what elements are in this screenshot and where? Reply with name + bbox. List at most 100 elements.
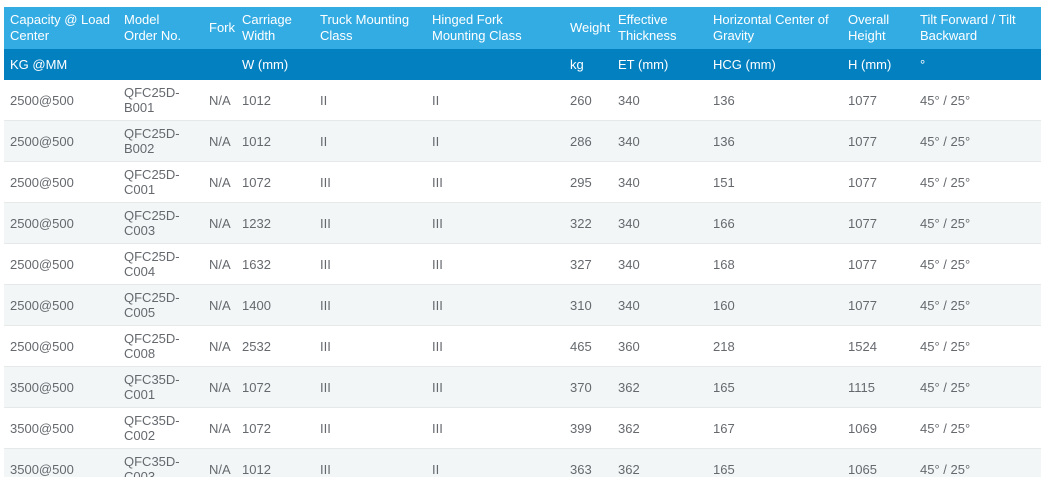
- table-cell: 160: [713, 297, 735, 313]
- table-cell: 1400: [242, 297, 271, 313]
- table-cell: 1012: [242, 461, 271, 477]
- table-cell: 165: [713, 461, 735, 477]
- table-cell: N/A: [209, 461, 231, 477]
- table-cell: 3500@500: [10, 420, 74, 436]
- table-cell: 1115: [848, 379, 875, 395]
- table-cell: 370: [570, 379, 592, 395]
- table-cell: II: [320, 133, 328, 149]
- table-cell: 2500@500: [10, 256, 74, 272]
- table-cell: N/A: [209, 256, 231, 272]
- table-cell: 340: [618, 92, 640, 108]
- table-cell: 1069: [848, 420, 877, 436]
- table-header: Capacity @ Load Center Model Order No. For…: [4, 7, 1041, 80]
- table-cell: N/A: [209, 379, 231, 395]
- table-cell: III: [432, 379, 443, 395]
- table-cell: III: [320, 256, 331, 272]
- table-row: 2500@500 QFC25D-C005 N/A 1400 III III 310 340 16…: [4, 284, 1041, 326]
- table-cell: III: [432, 297, 443, 313]
- table-cell: 45° / 25°: [920, 92, 971, 108]
- table-cell: 1072: [242, 379, 271, 395]
- table-cell: 45° / 25°: [920, 338, 971, 354]
- table-cell: 360: [618, 338, 640, 354]
- table-cell: 2500@500: [10, 92, 74, 108]
- table-cell: 362: [618, 461, 640, 477]
- table-cell: 166: [713, 215, 735, 231]
- table-row: 2500@500 QFC25D-C001 N/A 1072 III III 295 340 15…: [4, 161, 1041, 203]
- table-cell: 1077: [848, 92, 877, 108]
- table-cell: II: [432, 133, 440, 149]
- table-row: 3500@500 QFC35D-C002 N/A 1072 III III 399 362 16…: [4, 407, 1041, 449]
- table-cell: II: [432, 92, 440, 108]
- table-cell: 1524: [848, 338, 877, 354]
- header-label-row: Capacity @ Load Center Model Order No. For…: [4, 7, 1041, 49]
- table-cell: 45° / 25°: [920, 297, 971, 313]
- column-header: Hinged Fork Mounting Class: [432, 12, 522, 43]
- table-cell: 340: [618, 256, 640, 272]
- table-cell: QFC25D-C008: [124, 331, 180, 361]
- table-cell: 2500@500: [10, 174, 74, 190]
- table-cell: III: [320, 297, 331, 313]
- table-cell: 151: [713, 174, 735, 190]
- table-cell: 45° / 25°: [920, 174, 971, 190]
- table-cell: N/A: [209, 297, 231, 313]
- table-cell: 1077: [848, 133, 877, 149]
- table-cell: 260: [570, 92, 592, 108]
- table-cell: III: [320, 420, 331, 436]
- table-cell: 362: [618, 420, 640, 436]
- table-cell: N/A: [209, 215, 231, 231]
- table-body: 2500@500 QFC25D-B001 N/A 1012 II II 260 340 136 1…: [4, 80, 1041, 477]
- table-cell: 2500@500: [10, 215, 74, 231]
- forklift-spec-table: Capacity @ Load Center Model Order No. For…: [4, 7, 1041, 477]
- table-cell: III: [432, 174, 443, 190]
- table-cell: QFC35D-C001: [124, 372, 180, 402]
- header-units-row: KG @MM W (mm) kg ET (mm) HCG (mm) H (mm) °: [4, 49, 1041, 80]
- table-row: 2500@500 QFC25D-B001 N/A 1012 II II 260 340 136 1…: [4, 80, 1041, 121]
- column-header: Tilt Forward / Tilt Backward: [920, 12, 1016, 43]
- table-cell: N/A: [209, 133, 231, 149]
- table-cell: III: [320, 215, 331, 231]
- table-cell: 1077: [848, 297, 877, 313]
- column-unit-header: H (mm): [848, 57, 892, 72]
- table-cell: N/A: [209, 338, 231, 354]
- table-cell: 45° / 25°: [920, 256, 971, 272]
- table-row: 2500@500 QFC25D-C003 N/A 1232 III III 322 340 16…: [4, 202, 1041, 244]
- table-cell: 340: [618, 133, 640, 149]
- column-header: Weight: [570, 20, 611, 35]
- table-cell: 1012: [242, 133, 271, 149]
- table-row: 2500@500 QFC25D-C004 N/A 1632 III III 327 340 16…: [4, 243, 1041, 285]
- table-cell: III: [432, 420, 443, 436]
- table-cell: 286: [570, 133, 592, 149]
- table-cell: 218: [713, 338, 735, 354]
- column-header: Effective Thickness: [618, 12, 677, 43]
- table-cell: 465: [570, 338, 592, 354]
- column-unit-header: [118, 49, 203, 80]
- table-cell: II: [432, 461, 440, 477]
- column-unit-header: ET (mm): [618, 57, 669, 72]
- table-cell: 1077: [848, 215, 877, 231]
- table-cell: 1072: [242, 174, 271, 190]
- table-cell: 1077: [848, 256, 877, 272]
- table-cell: 2500@500: [10, 133, 74, 149]
- table-cell: QFC25D-C003: [124, 208, 180, 238]
- table-cell: 2500@500: [10, 338, 74, 354]
- table-cell: 3500@500: [10, 379, 74, 395]
- table-cell: 362: [618, 379, 640, 395]
- column-unit-header: HCG (mm): [713, 57, 776, 72]
- table-cell: 168: [713, 256, 735, 272]
- column-header: Model Order No.: [124, 12, 182, 43]
- column-unit-header: W (mm): [242, 57, 289, 72]
- table-cell: III: [320, 379, 331, 395]
- table-cell: III: [320, 174, 331, 190]
- table-row: 2500@500 QFC25D-C008 N/A 2532 III III 465 360 21…: [4, 325, 1041, 367]
- table-cell: 45° / 25°: [920, 461, 971, 477]
- column-unit-header: [314, 49, 426, 80]
- table-cell: 340: [618, 215, 640, 231]
- table-row: 3500@500 QFC35D-C001 N/A 1072 III III 370 362 16…: [4, 366, 1041, 408]
- table-cell: 1632: [242, 256, 271, 272]
- table-cell: 45° / 25°: [920, 379, 971, 395]
- table-cell: QFC25D-C001: [124, 167, 180, 197]
- table-cell: 310: [570, 297, 592, 313]
- table-cell: QFC25D-B001: [124, 85, 180, 115]
- table-cell: 327: [570, 256, 592, 272]
